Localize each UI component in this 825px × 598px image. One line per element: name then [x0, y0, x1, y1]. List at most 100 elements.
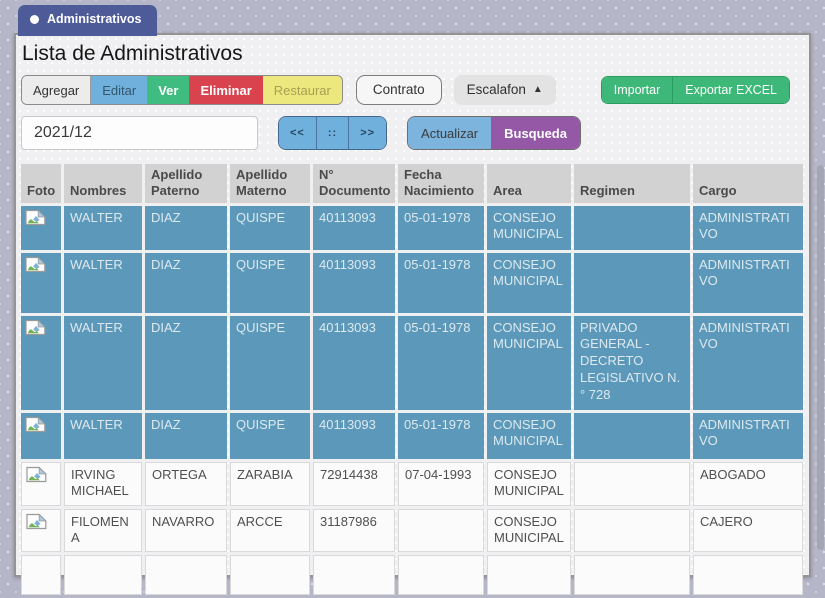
broken-image-icon — [25, 209, 46, 225]
cell-apellido-paterno: DIAZ — [145, 315, 227, 410]
col-apellido-paterno: Apellido Paterno — [145, 164, 227, 203]
pager-current-button[interactable]: :: — [315, 117, 349, 149]
cell-area — [487, 555, 571, 596]
cell-fecha-nacimiento: 05-01-1978 — [398, 315, 484, 410]
foto-cell — [21, 252, 61, 313]
cell-cargo: CAJERO — [693, 508, 803, 553]
cell-area: CONSEJO MUNICIPAL — [487, 252, 571, 313]
administrativos-panel: Lista de Administrativos Agregar Editar … — [14, 33, 811, 596]
cell-area: CONSEJO MUNICIPAL — [487, 508, 571, 553]
broken-image-icon — [25, 416, 46, 432]
cell-regimen — [574, 412, 690, 459]
table-row[interactable]: IRVING MICHAEL ORTEGA ZARABIA 72914438 07-04… — [21, 461, 803, 506]
cell-fecha-nacimiento: 07-04-1993 — [398, 461, 484, 506]
broken-image-icon — [25, 319, 46, 335]
cell-nombres: WALTER — [64, 205, 142, 250]
tab-administrativos[interactable]: Administrativos — [18, 5, 158, 36]
foto-cell — [21, 412, 61, 459]
foto-cell — [21, 315, 61, 410]
cell-cargo: ADMINISTRATIVO — [693, 315, 803, 410]
vertical-scrollbar-thumb[interactable] — [817, 165, 824, 550]
period-input[interactable] — [21, 116, 258, 150]
cell-apellido-materno: QUISPE — [230, 315, 310, 410]
search-button-group: Actualizar Busqueda — [407, 116, 581, 150]
col-regimen: Regimen — [574, 164, 690, 203]
cell-apellido-materno: ARCCE — [230, 508, 310, 553]
cell-cargo: ADMINISTRATIVO — [693, 412, 803, 459]
cell-apellido-materno: QUISPE — [230, 412, 310, 459]
cell-apellido-paterno: NAVARRO — [145, 508, 227, 553]
actualizar-button[interactable]: Actualizar — [408, 117, 492, 149]
cell-area: CONSEJO MUNICIPAL — [487, 461, 571, 506]
cell-nombres: WALTER — [64, 412, 142, 459]
cell-cargo — [693, 555, 803, 596]
caret-up-icon: ▲ — [532, 84, 543, 95]
table-row[interactable]: FILOMENA NAVARRO ARCCE 31187986 CONSEJO MUNI… — [21, 508, 803, 553]
cell-cargo: ADMINISTRATIVO — [693, 252, 803, 313]
excel-button-group: Importar Exportar EXCEL — [600, 76, 790, 104]
pager-group: << :: >> — [278, 116, 388, 150]
foto-cell — [21, 555, 61, 596]
cell-documento: 72914438 — [313, 461, 395, 506]
cell-nombres — [64, 555, 142, 596]
cell-area: CONSEJO MUNICIPAL — [487, 412, 571, 459]
restaurar-button[interactable]: Restaurar — [262, 76, 342, 104]
crud-button-group: Agregar Editar Ver Eliminar Restaurar — [21, 75, 343, 105]
table-row[interactable]: WALTER DIAZ QUISPE 40113093 05-01-1978 CONSEJ… — [21, 252, 803, 313]
cell-area: CONSEJO MUNICIPAL — [487, 205, 571, 250]
table-body: WALTER DIAZ QUISPE 40113093 05-01-1978 CONSEJ… — [21, 205, 803, 596]
cell-regimen — [574, 555, 690, 596]
eliminar-button[interactable]: Eliminar — [189, 76, 263, 104]
pager-next-button[interactable]: >> — [348, 117, 387, 149]
table-header-row: Foto Nombres Apellido Paterno Apellido M… — [21, 164, 803, 203]
cell-apellido-paterno: DIAZ — [145, 412, 227, 459]
cell-apellido-materno: ZARABIA — [230, 461, 310, 506]
cell-regimen — [574, 508, 690, 553]
table-row[interactable]: WALTER DIAZ QUISPE 40113093 05-01-1978 CONSEJ… — [21, 205, 803, 250]
cell-documento: 31187986 — [313, 508, 395, 553]
col-area: Area — [487, 164, 571, 203]
broken-image-icon — [26, 466, 47, 482]
exportar-excel-button[interactable]: Exportar EXCEL — [672, 77, 789, 103]
editar-button[interactable]: Editar — [90, 76, 148, 104]
cell-apellido-materno: QUISPE — [230, 205, 310, 250]
cell-regimen — [574, 205, 690, 250]
cell-apellido-paterno: DIAZ — [145, 205, 227, 250]
page-title: Lista de Administrativos — [22, 42, 243, 65]
table-row[interactable] — [21, 555, 803, 596]
table-row[interactable]: WALTER DIAZ QUISPE 40113093 05-01-1978 CONSEJ… — [21, 412, 803, 459]
action-toolbar: Agregar Editar Ver Eliminar Restaurar Co… — [21, 75, 799, 105]
escalafon-label: Escalafon — [466, 82, 526, 98]
cell-documento: 40113093 — [313, 252, 395, 313]
cell-nombres: WALTER — [64, 315, 142, 410]
col-documento: N° Documento — [313, 164, 395, 203]
busqueda-button[interactable]: Busqueda — [491, 117, 580, 149]
active-dot-icon — [30, 14, 39, 24]
col-nombres: Nombres — [64, 164, 142, 203]
foto-cell — [21, 205, 61, 250]
cell-apellido-materno — [230, 555, 310, 596]
administrativos-table: Foto Nombres Apellido Paterno Apellido M… — [18, 161, 806, 598]
agregar-button[interactable]: Agregar — [22, 76, 91, 104]
ver-button[interactable]: Ver — [147, 76, 190, 104]
cell-fecha-nacimiento: 05-01-1978 — [398, 412, 484, 459]
importar-button[interactable]: Importar — [601, 77, 673, 103]
escalafon-button[interactable]: Escalafon ▲ — [453, 75, 556, 105]
cell-apellido-materno: QUISPE — [230, 252, 310, 313]
pager-prev-button[interactable]: << — [279, 117, 316, 149]
filter-toolbar: << :: >> Actualizar Busqueda — [21, 116, 807, 150]
cell-documento: 40113093 — [313, 315, 395, 410]
cell-fecha-nacimiento: 05-01-1978 — [398, 205, 484, 250]
contrato-button[interactable]: Contrato — [355, 75, 442, 105]
cell-cargo: ADMINISTRATIVO — [693, 205, 803, 250]
cell-apellido-paterno: ORTEGA — [145, 461, 227, 506]
broken-image-icon — [26, 513, 47, 529]
col-fecha-nacimiento: Fecha Nacimiento — [398, 164, 484, 203]
table-row[interactable]: WALTER DIAZ QUISPE 40113093 05-01-1978 CONSEJ… — [21, 315, 803, 410]
cell-regimen — [574, 252, 690, 313]
cell-fecha-nacimiento: 05-01-1978 — [398, 252, 484, 313]
cell-documento — [313, 555, 395, 596]
foto-cell — [21, 508, 61, 553]
cell-cargo: ABOGADO — [693, 461, 803, 506]
broken-image-icon — [25, 256, 46, 272]
